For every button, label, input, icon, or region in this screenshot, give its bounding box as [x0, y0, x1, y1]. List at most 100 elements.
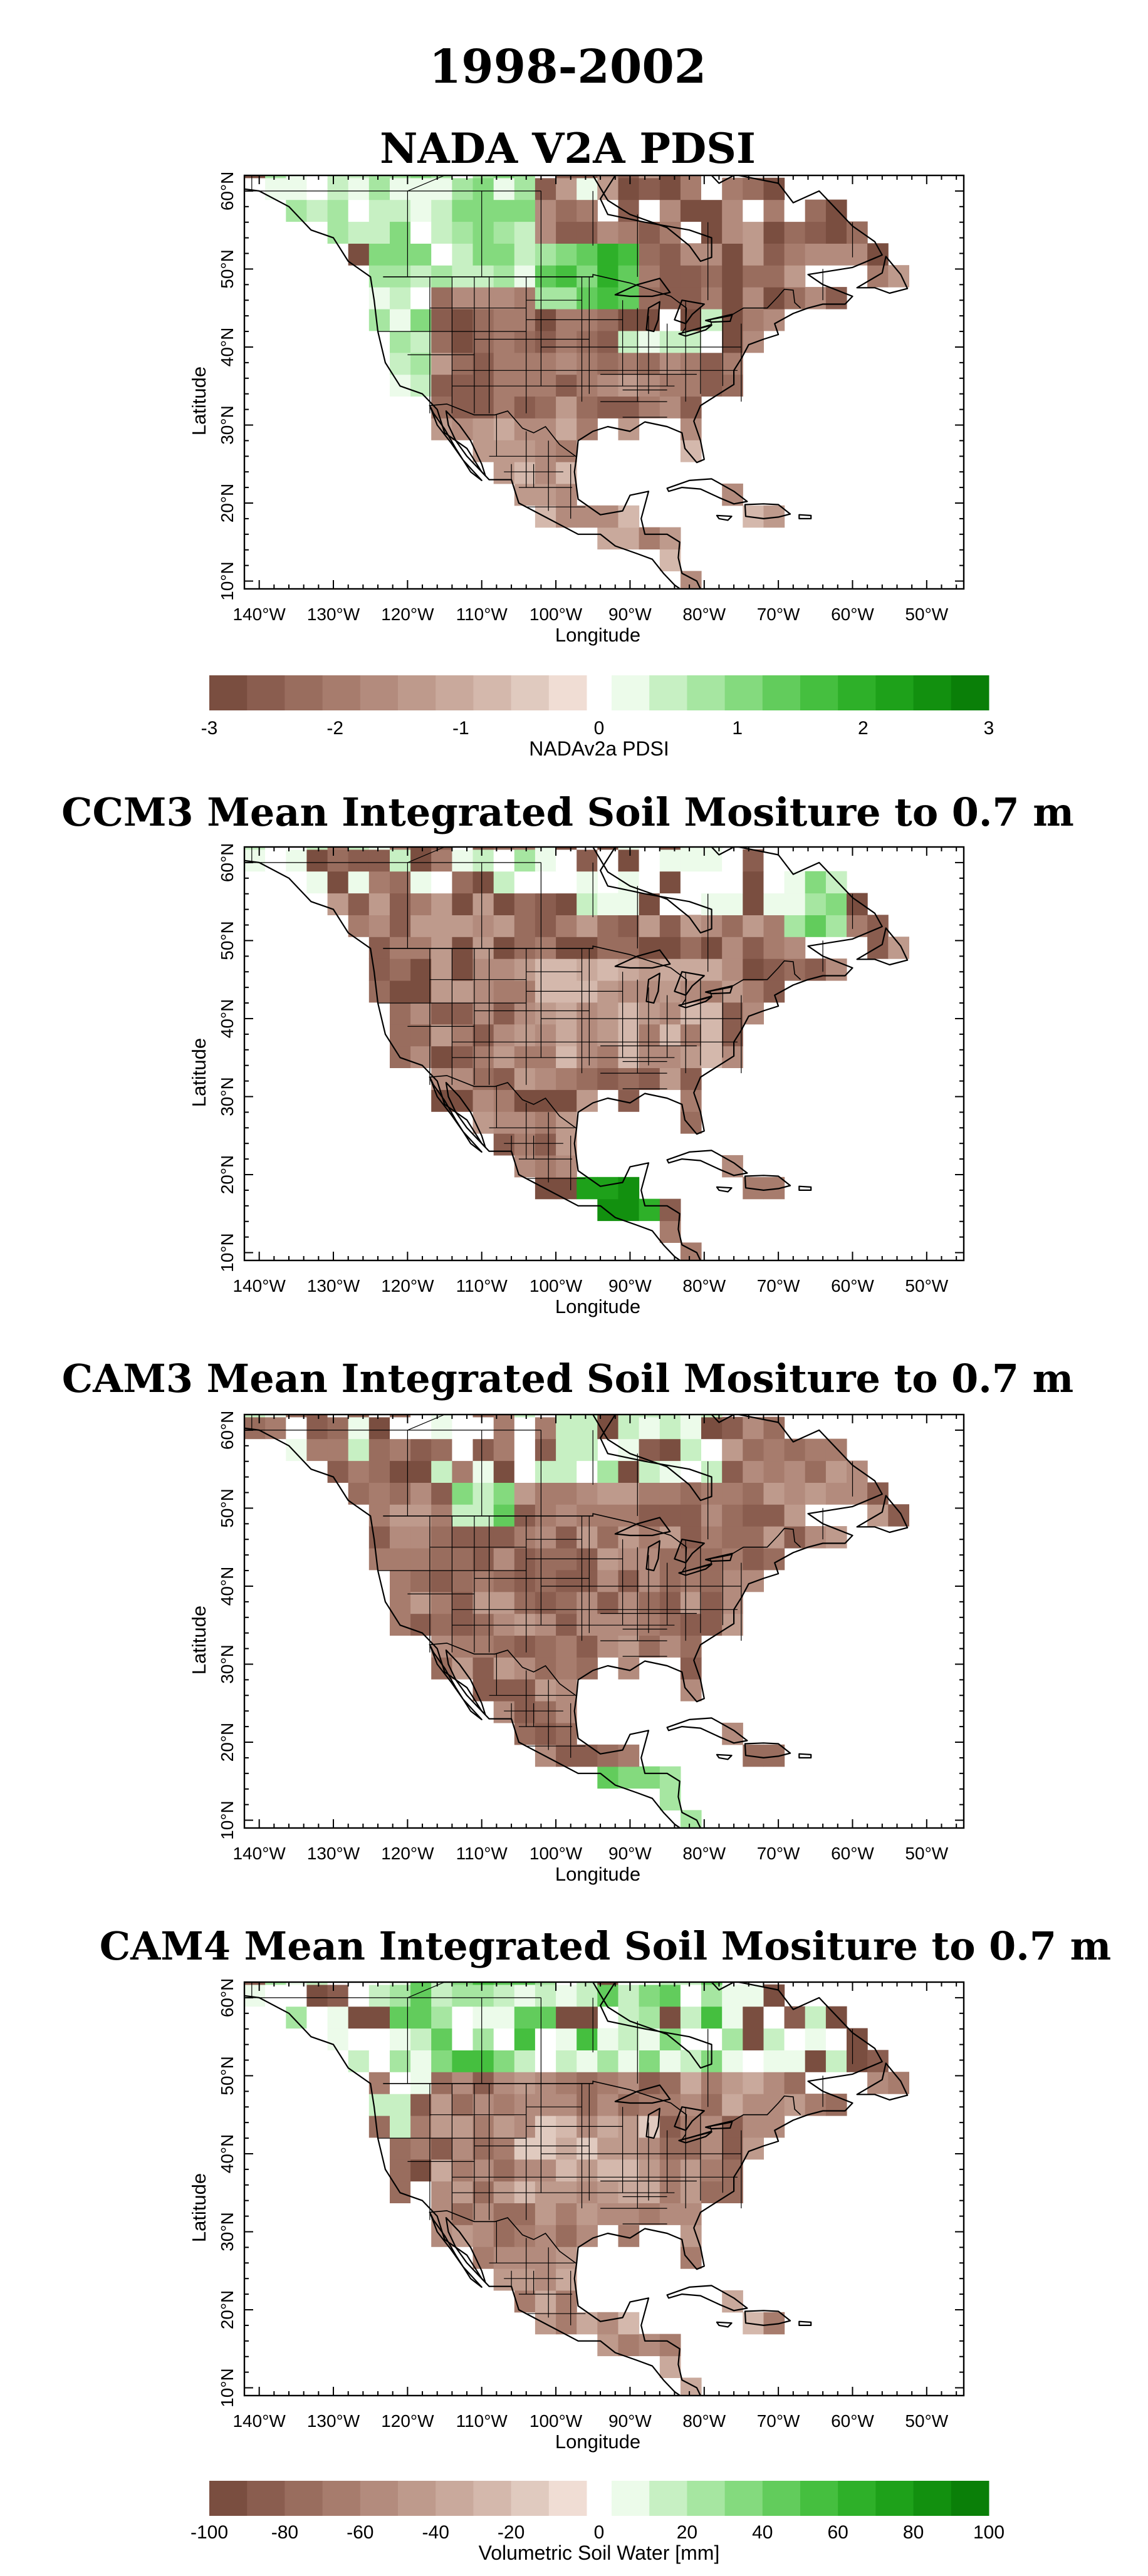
- grid-cell: [493, 847, 515, 850]
- grid-cell: [618, 287, 640, 309]
- grid-cell: [472, 980, 494, 1003]
- grid-cell: [327, 1982, 349, 1985]
- grid-cell: [472, 2225, 494, 2247]
- grid-cell: [763, 287, 785, 309]
- grid-cell: [577, 1416, 598, 1440]
- grid-cell: [577, 937, 598, 959]
- grid-cell: [410, 1002, 432, 1025]
- grid-cell: [431, 937, 452, 959]
- grid-cell: [348, 1416, 370, 1440]
- grid-cell: [659, 1766, 681, 1789]
- grid-cell: [244, 847, 266, 850]
- grid-cell: [514, 1438, 536, 1462]
- colorbar-swatch: [838, 675, 876, 710]
- grid-cell: [452, 243, 474, 266]
- grid-cell: [431, 1460, 452, 1483]
- grid-cell: [493, 2225, 515, 2247]
- grid-cell: [556, 958, 577, 981]
- grid-cell: [514, 1569, 536, 1592]
- lon-tick-label: 120°W: [381, 605, 434, 624]
- grid-cell: [825, 2006, 847, 2029]
- grid-cell: [639, 1482, 660, 1505]
- grid-cell: [784, 243, 806, 266]
- lon-tick-label: 130°W: [307, 605, 360, 624]
- grid-cell: [244, 1415, 266, 1418]
- grid-cell: [348, 2050, 370, 2072]
- lat-tick-label: 60°N: [217, 172, 237, 211]
- grid-cell: [368, 1984, 390, 2007]
- grid-cell: [514, 287, 536, 309]
- grid-cell: [639, 352, 660, 375]
- grid-cell: [472, 1046, 494, 1068]
- colorbar-tick-label: -3: [201, 718, 218, 739]
- grid-cell: [390, 2159, 411, 2182]
- grid-cell: [410, 2028, 432, 2050]
- grid-cell: [556, 243, 577, 266]
- grid-cell: [431, 1591, 452, 1614]
- grid-cell: [784, 221, 806, 244]
- grid-cell: [659, 1438, 681, 1462]
- grid-cell: [410, 849, 432, 872]
- political-borders: [251, 1415, 853, 1758]
- lat-tick-label: 40°N: [217, 999, 237, 1039]
- grid-cell: [722, 2028, 743, 2050]
- grid-cell: [639, 1982, 660, 1985]
- grid-cell: [535, 396, 556, 418]
- y-axis-label: Latitude: [188, 2173, 210, 2242]
- grid-cell: [577, 849, 598, 872]
- grid-cell: [535, 1482, 556, 1505]
- grid-cell: [327, 1460, 349, 1483]
- grid-cell: [327, 2028, 349, 2050]
- grid-cell: [493, 2072, 515, 2094]
- grid-cell: [514, 937, 536, 959]
- grid-cell: [514, 221, 536, 244]
- grid-cell: [577, 871, 598, 894]
- grid-cell: [618, 1176, 640, 1200]
- grid-cell: [306, 175, 328, 179]
- grid-cell: [639, 1046, 660, 1068]
- grid-cell: [556, 483, 577, 506]
- grid-cell: [514, 2094, 536, 2116]
- colorbar-tick-label: 20: [677, 2522, 697, 2543]
- grid-cell: [410, 1526, 432, 1549]
- grid-cell: [493, 330, 515, 353]
- grid-cell: [535, 483, 556, 506]
- grid-cell: [514, 1526, 536, 1549]
- grid-cell: [535, 2203, 556, 2225]
- grid-cell: [784, 2094, 806, 2116]
- grid-cell: [701, 1526, 723, 1549]
- grid-cell: [701, 1591, 723, 1614]
- grid-cell: [722, 980, 743, 1003]
- grid-cell: [493, 871, 515, 894]
- grid-cell: [577, 352, 598, 375]
- grid-cell: [639, 177, 660, 200]
- grid-cell: [701, 1504, 723, 1527]
- grid-cell: [659, 1613, 681, 1636]
- grid-cell: [639, 893, 660, 915]
- grid-cell: [680, 1482, 702, 1505]
- grid-cell: [639, 2028, 660, 2050]
- grid-cell: [493, 1591, 515, 1614]
- grid-cell: [680, 2006, 702, 2029]
- grid-cell: [472, 243, 494, 266]
- grid-cell: [514, 374, 536, 397]
- grid-cell: [639, 1569, 660, 1592]
- grid-cell: [577, 1657, 598, 1680]
- grid-cell: [659, 330, 681, 353]
- grid-cell: [743, 221, 764, 244]
- panel-title-4: CAM4 Mean Integrated Soil Mositure to 0.…: [100, 1923, 1111, 1969]
- lon-tick-label: 60°W: [831, 2411, 874, 2431]
- grid-cell: [493, 2006, 515, 2029]
- lon-tick-label: 80°W: [682, 1844, 726, 1863]
- grid-cell: [348, 1482, 370, 1505]
- grid-cell: [680, 374, 702, 397]
- grid-cell: [493, 1415, 515, 1418]
- grid-cell: [825, 1438, 847, 1462]
- grid-cell: [410, 2050, 432, 2072]
- grid-cell: [784, 1460, 806, 1483]
- colorbar-swatch: [360, 2481, 399, 2516]
- grid-cell: [639, 1002, 660, 1025]
- colorbar-tick-label: 40: [752, 2522, 773, 2543]
- grid-cell: [535, 1460, 556, 1483]
